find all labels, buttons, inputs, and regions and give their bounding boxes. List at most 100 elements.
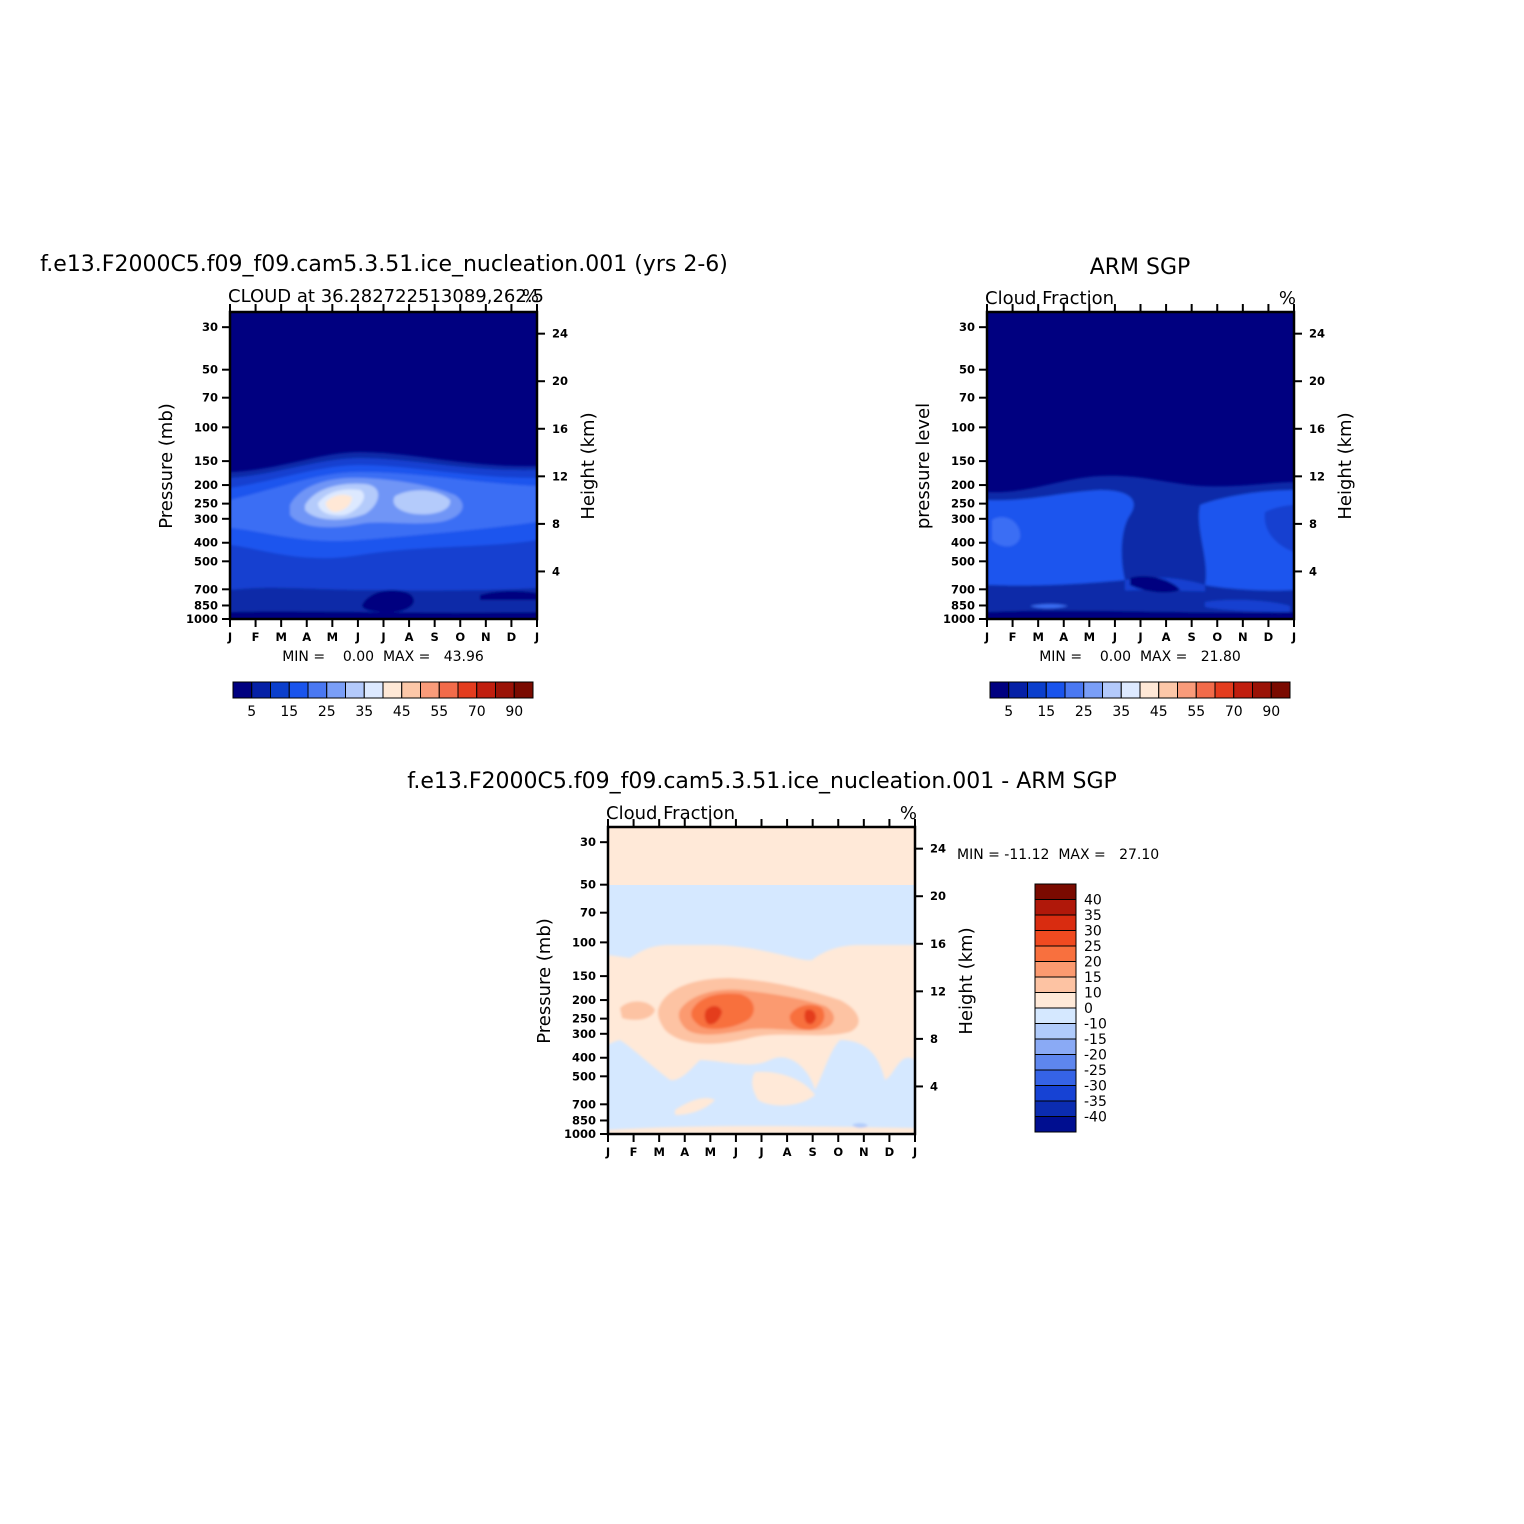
diff-height-tick-label: 20 xyxy=(930,889,946,903)
obs-colorbar-label: 90 xyxy=(1262,704,1280,720)
diff-height-tick-label: 16 xyxy=(930,937,946,951)
diff-colorbar-swatch xyxy=(1034,992,1077,1009)
diff-colorbar-label: -15 xyxy=(1084,1032,1107,1048)
model-colorbar-swatch xyxy=(345,681,365,699)
model-colorbar-label: 25 xyxy=(318,704,336,720)
diff-ytick-label: 1000 xyxy=(564,1127,596,1141)
obs-colorbar-swatch xyxy=(989,681,1010,699)
model-colorbar-label: 5 xyxy=(247,704,256,720)
model-ylabel: Pressure (mb) xyxy=(156,403,177,529)
obs-colorbar-swatch xyxy=(1158,681,1178,699)
obs-colorbar-label: 35 xyxy=(1112,704,1130,720)
model-colorbar-swatch xyxy=(420,681,440,699)
diff-colorbar-swatch xyxy=(1034,930,1077,947)
obs-left-string: Cloud Fraction xyxy=(985,288,1114,309)
diff-colorbar-swatch xyxy=(1034,883,1077,900)
obs-colorbar-swatch xyxy=(1270,681,1291,699)
diff-ytick-label: 400 xyxy=(572,1051,596,1065)
model-height-tick-label: 24 xyxy=(552,327,568,341)
diff-cloud-panel: 3050701001502002503004005007008501000242… xyxy=(534,803,1159,1159)
diff-colorbar-swatch xyxy=(1034,914,1077,931)
model-colorbar-swatch xyxy=(307,681,328,699)
model-xtick-label: M xyxy=(275,630,286,644)
model-height-tick-label: 20 xyxy=(552,374,568,388)
model-colorbar-swatch xyxy=(232,681,253,699)
model-xtick-label: A xyxy=(302,630,311,644)
obs-colorbar-swatch xyxy=(1102,681,1122,699)
model-right-string: % xyxy=(522,286,539,307)
model-ytick-label: 300 xyxy=(194,512,218,526)
obs-xtick-label: A xyxy=(1162,630,1171,644)
model-colorbar-swatch xyxy=(270,681,290,699)
obs-ytick-label: 850 xyxy=(951,598,975,612)
obs-ytick-label: 1000 xyxy=(943,612,975,626)
diff-ylabel-right: Height (km) xyxy=(956,927,977,1034)
diff-ytick-label: 30 xyxy=(580,835,596,849)
diff-colorbar-swatch xyxy=(1034,1054,1077,1071)
model-ytick-label: 70 xyxy=(202,391,218,405)
model-ytick-label: 30 xyxy=(202,320,218,334)
diff-colorbar-swatch xyxy=(1034,1116,1077,1133)
obs-colorbar-swatch xyxy=(1195,681,1216,699)
model-xtick-label: O xyxy=(455,630,465,644)
diff-xtick-label: F xyxy=(630,1145,638,1159)
diff-colorbar-label: -35 xyxy=(1084,1094,1107,1110)
model-xtick-label: F xyxy=(252,630,260,644)
diff-xtick-label: M xyxy=(705,1145,716,1159)
model-colorbar-label: 45 xyxy=(393,704,411,720)
diff-main-title: f.e13.F2000C5.f09_f09.cam5.3.51.ice_nucl… xyxy=(407,769,1117,794)
diff-colorbar-label: 40 xyxy=(1084,893,1102,909)
model-colorbar-swatch xyxy=(251,681,271,699)
diff-colorbar-label: 35 xyxy=(1084,908,1102,924)
model-colorbar-swatch xyxy=(438,681,459,699)
diff-ytick-label: 200 xyxy=(572,993,596,1007)
obs-colorbar-swatch xyxy=(1214,681,1235,699)
obs-height-tick-label: 8 xyxy=(1309,517,1317,531)
obs-colorbar-label: 15 xyxy=(1037,704,1055,720)
obs-ytick-label: 70 xyxy=(959,391,975,405)
obs-colorbar-swatch xyxy=(1139,681,1160,699)
diff-height-tick-label: 12 xyxy=(930,984,946,998)
obs-colorbar-swatch xyxy=(1045,681,1066,699)
obs-ytick-label: 400 xyxy=(951,536,975,550)
obs-height-tick-label: 12 xyxy=(1309,469,1325,483)
model-stats: MIN = 0.00 MAX = 43.96 xyxy=(282,649,484,665)
model-ytick-label: 1000 xyxy=(186,612,218,626)
model-colorbar-label: 55 xyxy=(430,704,448,720)
obs-colorbar-label: 45 xyxy=(1150,704,1168,720)
diff-ytick-label: 850 xyxy=(572,1113,596,1127)
obs-right-string: % xyxy=(1279,288,1296,309)
obs-colorbar-swatch xyxy=(1252,681,1272,699)
obs-colorbar-swatch xyxy=(1177,681,1197,699)
obs-xtick-label: O xyxy=(1212,630,1222,644)
obs-ytick-label: 100 xyxy=(951,420,975,434)
diff-ytick-label: 100 xyxy=(572,935,596,949)
model-xtick-label: J xyxy=(380,630,385,644)
obs-colorbar-swatch xyxy=(1008,681,1028,699)
obs-colorbar-swatch xyxy=(1233,681,1253,699)
diff-ytick-label: 150 xyxy=(572,969,596,983)
model-colorbar-swatch xyxy=(476,681,496,699)
diff-xtick-label: J xyxy=(758,1145,763,1159)
obs-stats: MIN = 0.00 MAX = 21.80 xyxy=(1039,649,1241,665)
model-ytick-label: 50 xyxy=(202,363,218,377)
diff-colorbar-label: -25 xyxy=(1084,1063,1107,1079)
model-ylabel-right: Height (km) xyxy=(578,412,599,519)
obs-xtick-label: F xyxy=(1009,630,1017,644)
model-colorbar-swatch xyxy=(382,681,403,699)
obs-ylabel: pressure level xyxy=(913,403,934,529)
model-colorbar-swatch xyxy=(457,681,478,699)
obs-colorbar-label: 5 xyxy=(1004,704,1013,720)
diff-xtick-label: A xyxy=(680,1145,689,1159)
model-height-tick-label: 4 xyxy=(552,564,560,578)
diff-colorbar-swatch xyxy=(1034,961,1077,978)
model-contour-field xyxy=(230,312,537,619)
model-ytick-label: 100 xyxy=(194,420,218,434)
diff-xtick-label: J xyxy=(605,1145,610,1159)
model-colorbar-label: 90 xyxy=(505,704,523,720)
model-ytick-label: 400 xyxy=(194,536,218,550)
obs-ytick-label: 150 xyxy=(951,454,975,468)
obs-height-tick-label: 24 xyxy=(1309,327,1325,341)
obs-xtick-label: M xyxy=(1084,630,1095,644)
